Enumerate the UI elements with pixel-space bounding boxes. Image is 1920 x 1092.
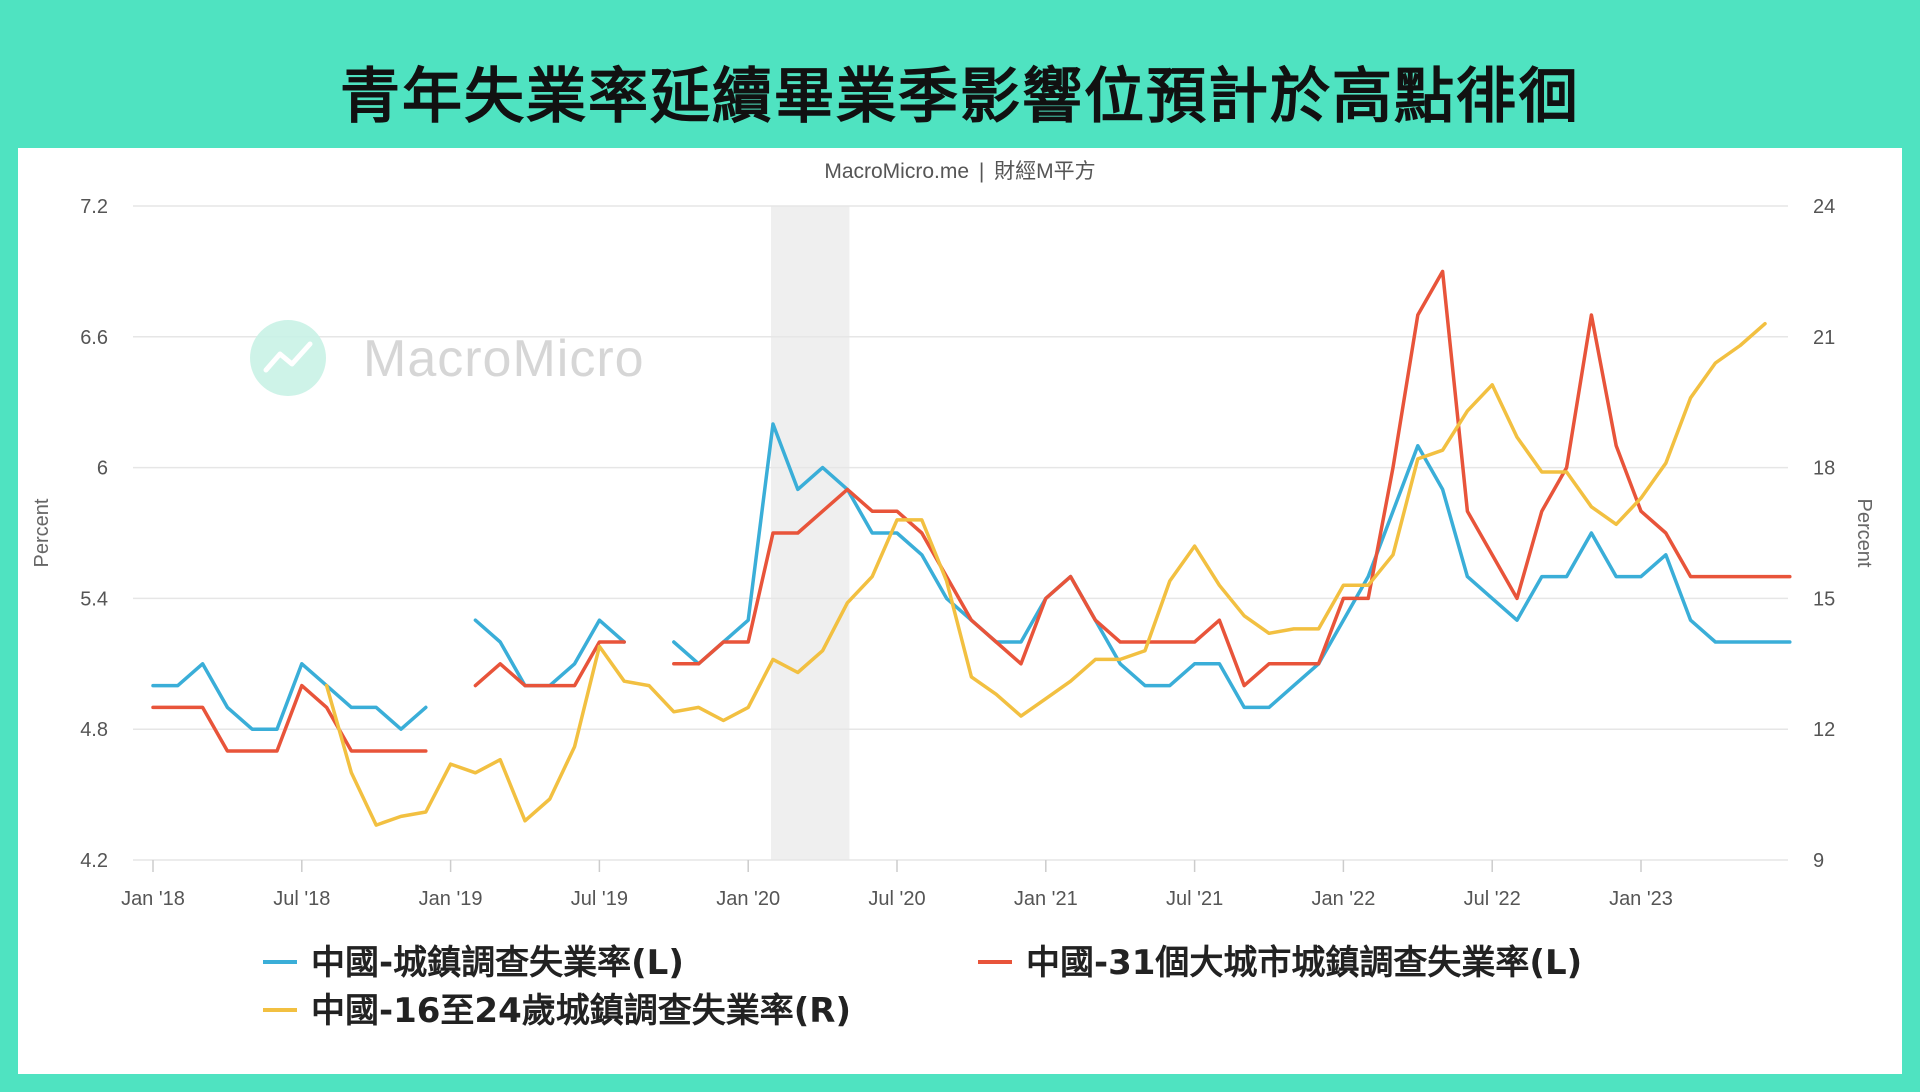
series-line-2: [324, 321, 1767, 827]
legend-item-1[interactable]: 中國-31個大城市城鎮調查失業率(L): [978, 943, 1582, 983]
watermark: MacroMicro: [250, 320, 645, 396]
series-group: [151, 269, 1792, 827]
legend[interactable]: 中國-城鎮調查失業率(L) 中國-31個大城市城鎮調查失業率(L) 中國-16至24…: [263, 943, 1582, 1031]
x-tick-label: Jan '22: [1311, 888, 1375, 910]
x-tick-label: Jul '20: [868, 888, 925, 910]
y-right-tick-label: 15: [1813, 588, 1835, 610]
x-tick-label: Jan '19: [419, 888, 483, 910]
x-tick-label: Jul '19: [571, 888, 628, 910]
chart-svg: MacroMicro.me | 財經M平方 MacroMicro 4.2 4.8 5…: [31, 160, 1875, 1031]
y-right-tick-label: 18: [1813, 458, 1835, 480]
source-label: MacroMicro.me | 財經M平方: [824, 160, 1095, 183]
y-axis-right-title: Percent: [1853, 499, 1875, 568]
series-line-1: [151, 269, 1792, 753]
legend-item-0[interactable]: 中國-城鎮調查失業率(L): [263, 943, 684, 983]
x-tick-label: Jan '20: [716, 888, 780, 910]
x-tick-label: Jul '22: [1464, 888, 1521, 910]
x-tick-label: Jan '18: [121, 888, 185, 910]
source-separator: |: [979, 160, 984, 183]
y-left-tick-label: 5.4: [80, 588, 108, 610]
legend-item-2[interactable]: 中國-16至24歲城鎮調查失業率(R): [263, 991, 851, 1031]
y-axis-left: 4.2 4.8 5.4 6 6.6 7.2: [80, 196, 108, 872]
y-right-tick-label: 12: [1813, 719, 1835, 741]
legend-label: 中國-城鎮調查失業率(L): [311, 943, 684, 983]
source-brand: MacroMicro.me: [824, 160, 969, 183]
watermark-text: MacroMicro: [363, 330, 645, 388]
y-left-tick-label: 6.6: [80, 327, 108, 349]
y-right-tick-label: 9: [1813, 850, 1824, 872]
x-axis: Jan '18 Jul '18 Jan '19 Jul '19 Jan '20 Jul '…: [121, 860, 1673, 910]
y-axis-left-title: Percent: [31, 498, 53, 567]
x-tick-label: Jan '21: [1014, 888, 1078, 910]
x-tick-label: Jan '23: [1609, 888, 1673, 910]
legend-label: 中國-16至24歲城鎮調查失業率(R): [311, 991, 851, 1031]
series-line-0: [151, 422, 1792, 731]
y-right-tick-label: 24: [1813, 196, 1835, 218]
chart-title: 青年失業率延續畢業季影響位預計於高點徘徊: [340, 62, 1580, 132]
y-left-tick-label: 4.2: [80, 850, 108, 872]
y-left-tick-label: 6: [97, 458, 108, 480]
y-axis-right: 9 12 15 18 21 24: [1813, 196, 1835, 872]
y-left-tick-label: 7.2: [80, 196, 108, 218]
grid-lines: [133, 205, 1788, 861]
x-tick-label: Jul '18: [273, 888, 330, 910]
source-cn: 財經M平方: [994, 160, 1096, 183]
legend-label: 中國-31個大城市城鎮調查失業率(L): [1026, 943, 1582, 983]
x-tick-label: Jul '21: [1166, 888, 1223, 910]
chart-panel: MacroMicro.me | 財經M平方 MacroMicro 4.2 4.8 5…: [18, 148, 1902, 1074]
y-left-tick-label: 4.8: [80, 719, 108, 741]
y-right-tick-label: 21: [1813, 327, 1835, 349]
